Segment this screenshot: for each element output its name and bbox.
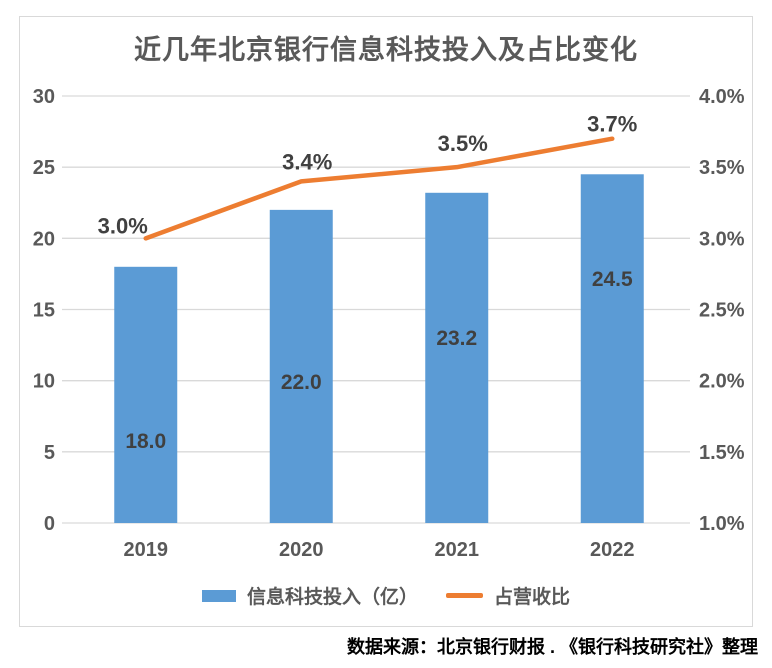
left-axis-tick: 10 [33,371,55,393]
bar-value-label: 18.0 [125,430,166,453]
line-value-label: 3.4% [282,149,332,174]
line-value-label: 3.0% [98,213,148,238]
legend-line-label: 占营收比 [494,587,571,608]
bar-2019 [114,266,178,523]
right-axis-tick: 1.5% [699,442,745,464]
bar-value-label: 24.5 [592,268,633,291]
source-note: 数据来源：北京银行财报 . 《银行科技研究社》整理 [346,637,758,657]
right-axis-tick: 3.0% [699,228,745,250]
right-axis-tick: 2.5% [699,300,745,322]
left-axis-tick: 25 [33,157,55,179]
right-axis-tick: 1.0% [699,513,745,535]
revenue-ratio-line [143,136,615,241]
category-label: 2020 [279,539,324,561]
left-axis-tick: 5 [44,442,55,464]
bar-2022 [580,174,644,524]
legend-bar-label: 信息科技投入（亿） [246,587,418,608]
category-label: 2022 [590,539,635,561]
left-axis-tick: 20 [33,228,55,250]
bar-value-label: 22.0 [281,371,322,394]
bar-2021 [425,192,489,523]
category-label: 2019 [124,539,169,561]
left-axis-tick: 0 [44,513,55,535]
category-label: 2021 [435,539,480,561]
right-axis-tick: 2.0% [699,371,745,393]
chart-title: 近几年北京银行信息科技投入及占比变化 [134,35,638,65]
right-axis-tick: 3.5% [699,157,745,179]
legend-item-bar: 信息科技投入（亿） [201,582,418,609]
legend: 信息科技投入（亿） 占营收比 [19,582,753,609]
line-value-label: 3.7% [587,112,637,137]
legend-bar-swatch [201,589,236,602]
left-axis-tick: 30 [33,86,55,108]
left-axis-tick: 15 [33,300,55,322]
legend-line-swatch [446,593,483,598]
line-value-label: 3.5% [438,131,488,156]
bar-value-label: 23.2 [436,327,477,350]
right-axis-tick: 4.0% [699,86,745,108]
bar-2020 [269,209,333,523]
legend-item-line: 占营收比 [446,582,570,609]
